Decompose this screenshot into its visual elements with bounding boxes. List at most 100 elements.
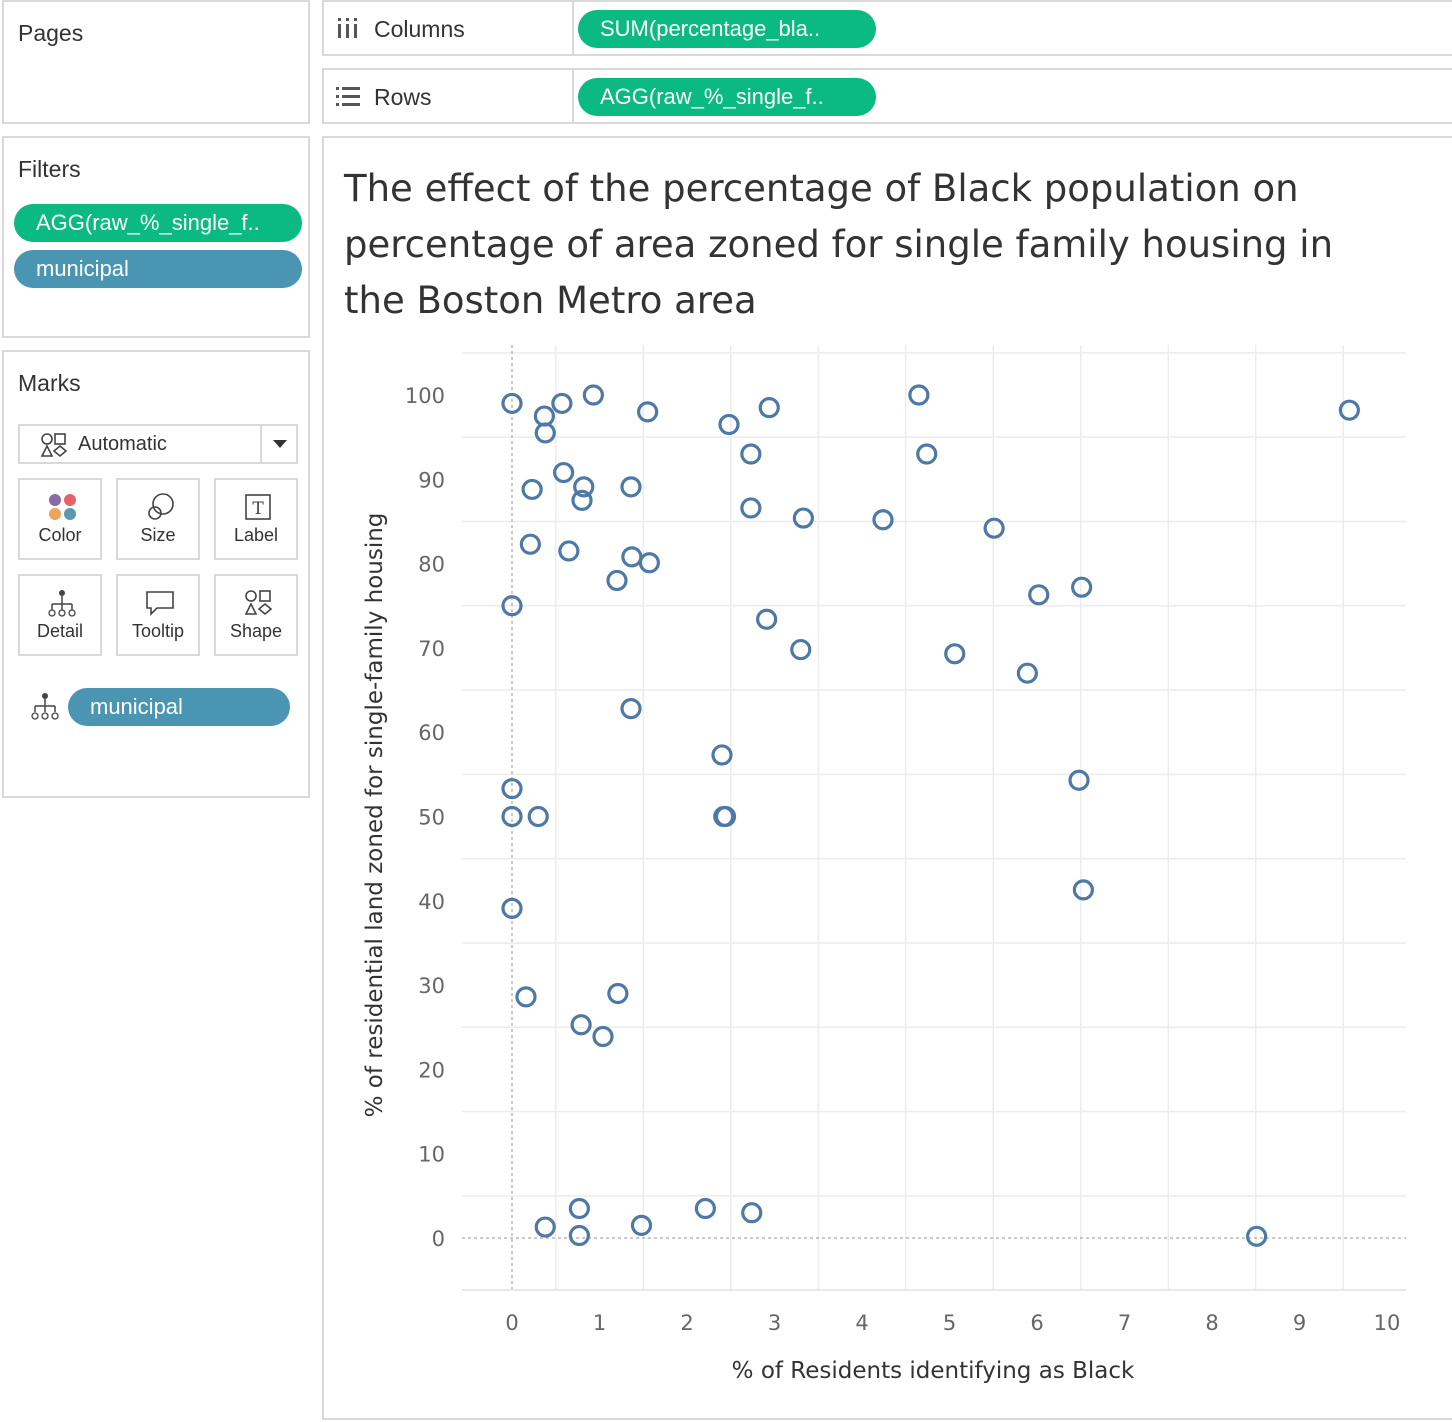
detail-pill-municipal[interactable]: municipal <box>68 688 290 726</box>
size-icon <box>148 493 174 520</box>
data-point[interactable] <box>592 1025 614 1048</box>
chart-title-line-1: The effect of the percentage of Black po… <box>343 167 1299 210</box>
data-point[interactable] <box>534 422 556 444</box>
tooltip-icon <box>146 591 174 616</box>
data-point[interactable] <box>714 805 737 828</box>
mark-type-dropdown[interactable]: Automatic <box>18 424 298 464</box>
data-point[interactable] <box>515 986 537 1008</box>
data-point[interactable] <box>1028 584 1050 606</box>
columns-pill[interactable]: SUM(percentage_bla.. <box>578 10 876 48</box>
data-point[interactable] <box>740 497 762 519</box>
color-icon <box>49 494 76 520</box>
data-point[interactable] <box>790 638 812 661</box>
data-point[interactable] <box>606 569 628 592</box>
data-point[interactable] <box>1016 662 1038 684</box>
data-point[interactable] <box>534 1216 556 1238</box>
data-point[interactable] <box>1071 576 1093 598</box>
data-point[interactable] <box>568 1224 590 1247</box>
label-label: Label <box>233 525 279 545</box>
filter-pill-municipal[interactable]: municipal <box>14 250 302 288</box>
data-point[interactable] <box>916 443 938 465</box>
x-tick-label: 8 <box>1205 1311 1218 1335</box>
data-point[interactable] <box>741 1202 763 1224</box>
data-point[interactable] <box>519 533 541 555</box>
data-point[interactable] <box>872 509 894 531</box>
y-tick-label: 10 <box>418 1143 445 1167</box>
filter-pill-agg[interactable]: AGG(raw_%_single_f.. <box>14 204 302 242</box>
tooltip-label: Tooltip <box>131 621 185 641</box>
data-point[interactable] <box>1246 1225 1268 1247</box>
data-point[interactable] <box>607 982 629 1005</box>
data-point[interactable] <box>711 744 733 766</box>
chart-title: The effect of the percentage of Black po… <box>343 167 1333 322</box>
data-point[interactable] <box>501 897 523 919</box>
columns-icon <box>338 18 357 38</box>
x-tick-label: 2 <box>680 1311 693 1335</box>
x-tick-label: 3 <box>768 1311 781 1335</box>
mark-type-value: Automatic <box>78 433 167 455</box>
x-tick-label: 0 <box>505 1311 518 1335</box>
data-point[interactable] <box>756 608 778 630</box>
data-point[interactable] <box>551 392 573 415</box>
data-point[interactable] <box>944 643 966 665</box>
columns-label: Columns <box>374 16 465 42</box>
filters-title: Filters <box>18 156 81 182</box>
tooltip-button[interactable]: Tooltip <box>116 574 200 656</box>
data-point[interactable] <box>501 778 523 800</box>
data-point[interactable] <box>620 476 642 498</box>
y-tick-label: 70 <box>418 637 445 661</box>
data-point[interactable] <box>792 507 814 529</box>
data-point[interactable] <box>553 461 575 484</box>
size-button[interactable]: Size <box>116 478 200 560</box>
data-point[interactable] <box>694 1197 716 1220</box>
detail-label: Detail <box>36 621 84 641</box>
data-point[interactable] <box>570 1014 592 1036</box>
data-point[interactable] <box>501 595 523 617</box>
data-point[interactable] <box>527 805 549 828</box>
x-tick-label: 9 <box>1293 1311 1306 1335</box>
color-button[interactable]: Color <box>18 478 102 560</box>
y-tick-label: 90 <box>418 468 445 492</box>
data-point[interactable] <box>521 478 543 501</box>
y-tick-label: 40 <box>418 890 445 914</box>
data-points <box>501 384 1360 1247</box>
data-point[interactable] <box>501 392 523 415</box>
data-point[interactable] <box>740 443 762 465</box>
data-point[interactable] <box>638 552 660 574</box>
data-point[interactable] <box>582 384 604 406</box>
shape-button[interactable]: Shape <box>214 574 298 656</box>
x-tick-label: 1 <box>593 1311 606 1335</box>
data-point[interactable] <box>571 489 593 511</box>
rows-pill[interactable]: AGG(raw_%_single_f.. <box>578 78 876 116</box>
pages-panel: Pages <box>2 0 310 124</box>
data-point[interactable] <box>573 476 595 498</box>
data-point[interactable] <box>718 413 740 436</box>
data-point[interactable] <box>637 401 659 423</box>
data-point[interactable] <box>630 1214 653 1236</box>
data-point[interactable] <box>558 540 580 562</box>
data-point[interactable] <box>1338 399 1360 421</box>
data-point[interactable] <box>501 805 523 828</box>
columns-shelf[interactable]: Columns SUM(percentage_bla.. <box>322 0 1452 56</box>
x-tick-label: 4 <box>855 1311 868 1335</box>
data-point[interactable] <box>1068 769 1090 791</box>
data-point[interactable] <box>1072 879 1094 901</box>
automatic-shapes-icon <box>40 433 68 458</box>
label-button[interactable]: T Label <box>214 478 298 560</box>
data-point[interactable] <box>621 546 643 568</box>
x-tick-label: 5 <box>943 1311 956 1335</box>
rows-shelf[interactable]: Rows AGG(raw_%_single_f.. <box>322 68 1452 124</box>
detail-small-icon <box>31 693 59 720</box>
y-tick-label: 30 <box>418 974 445 998</box>
data-point[interactable] <box>568 1197 590 1220</box>
marks-title: Marks <box>18 370 81 396</box>
pages-title: Pages <box>18 20 84 46</box>
data-point[interactable] <box>983 517 1005 539</box>
y-tick-label: 0 <box>432 1227 445 1251</box>
data-point[interactable] <box>620 697 642 720</box>
detail-button[interactable]: Detail <box>18 574 102 656</box>
filters-panel: Filters AGG(raw_%_single_f.. municipal <box>2 136 310 338</box>
data-point[interactable] <box>908 384 930 406</box>
data-point[interactable] <box>758 397 780 419</box>
